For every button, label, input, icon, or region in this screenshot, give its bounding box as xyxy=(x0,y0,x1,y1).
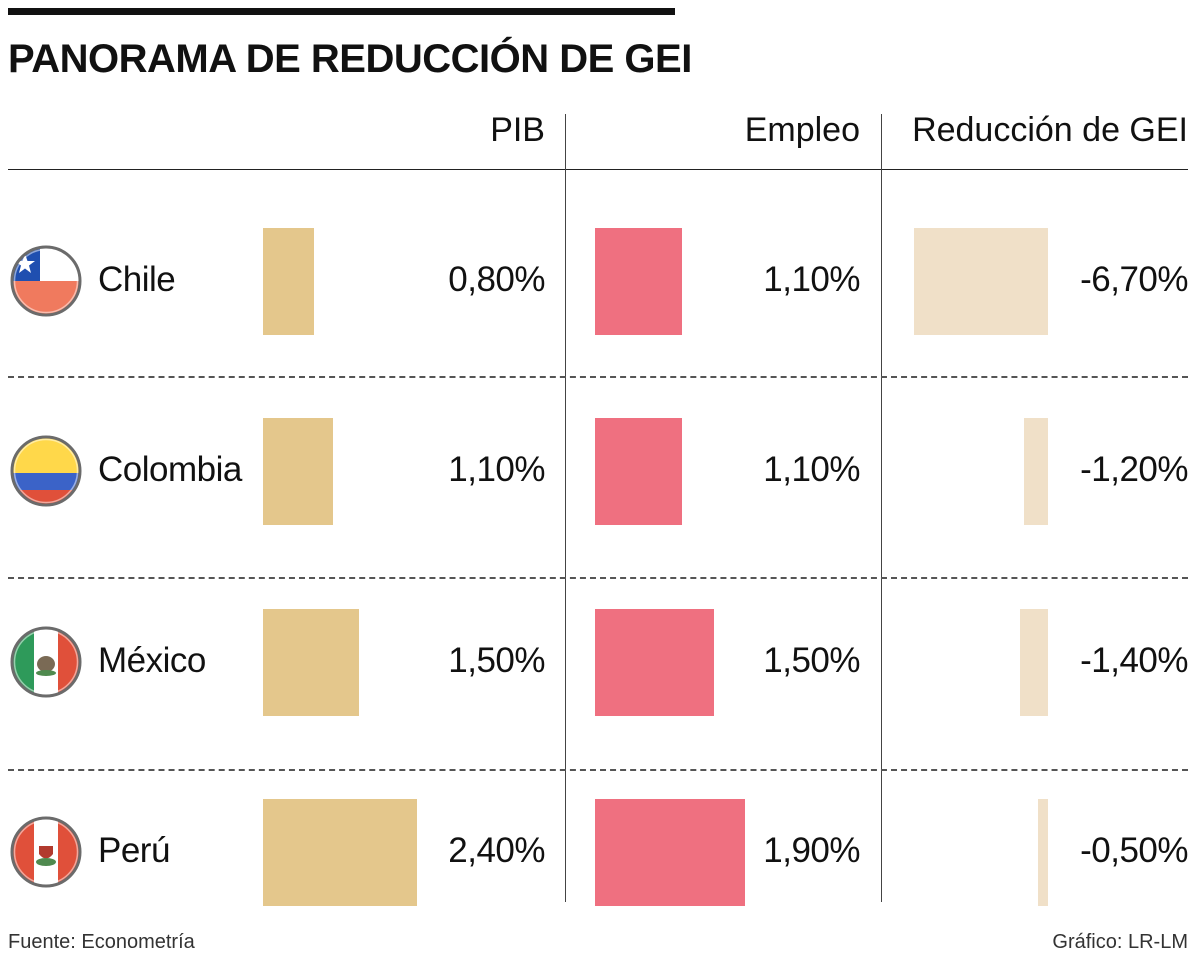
data-label-emp-colombia: 1,10% xyxy=(763,450,860,489)
data-label-pib-peru: 2,40% xyxy=(448,831,545,870)
column-header-empleo: Empleo xyxy=(744,111,860,149)
chart-row-chile: Chile 0,80% 1,10% -6,70% xyxy=(0,228,1200,335)
data-label-pib-chile: 0,80% xyxy=(448,260,545,299)
bar-emp-chile xyxy=(595,228,682,335)
bar-gei-colombia xyxy=(1024,418,1048,525)
category-label: Colombia xyxy=(98,450,242,489)
chart-row-colombia: Colombia 1,10% 1,10% -1,20% xyxy=(0,418,1200,525)
category-label: Chile xyxy=(98,260,176,299)
bar-pib-mexico xyxy=(263,609,359,716)
header-rule xyxy=(8,169,1188,170)
row-separator xyxy=(8,577,1188,579)
row-separator xyxy=(8,769,1188,771)
peru-flag-icon xyxy=(10,816,82,888)
column-header-gei: Reducción de GEI xyxy=(912,111,1188,149)
mexico-flag-icon xyxy=(10,626,82,698)
data-label-gei-peru: -0,50% xyxy=(1080,831,1188,870)
category-label: Perú xyxy=(98,831,170,870)
data-label-emp-chile: 1,10% xyxy=(763,260,860,299)
bar-pib-chile xyxy=(263,228,314,335)
column-header-pib: PIB xyxy=(490,111,545,149)
column-divider-2 xyxy=(881,114,882,902)
chile-flag-icon xyxy=(10,245,82,317)
bar-emp-mexico xyxy=(595,609,714,716)
colombia-flag-icon xyxy=(10,435,82,507)
category-label: México xyxy=(98,641,206,680)
data-label-gei-colombia: -1,20% xyxy=(1080,450,1188,489)
data-label-gei-mexico: -1,40% xyxy=(1080,641,1188,680)
bar-gei-peru xyxy=(1038,799,1048,906)
bar-gei-mexico xyxy=(1020,609,1048,716)
bar-emp-peru xyxy=(595,799,745,906)
source-note: Fuente: Econometría xyxy=(8,931,195,953)
credit-note: Gráfico: LR-LM xyxy=(1052,931,1188,953)
data-label-pib-mexico: 1,50% xyxy=(448,641,545,680)
top-rule xyxy=(8,8,675,15)
row-separator xyxy=(8,376,1188,378)
chart-row-mexico: México 1,50% 1,50% -1,40% xyxy=(0,609,1200,716)
bar-emp-colombia xyxy=(595,418,682,525)
data-label-pib-colombia: 1,10% xyxy=(448,450,545,489)
data-label-emp-peru: 1,90% xyxy=(763,831,860,870)
bar-pib-colombia xyxy=(263,418,333,525)
bar-pib-peru xyxy=(263,799,417,906)
bar-gei-chile xyxy=(914,228,1048,335)
data-label-emp-mexico: 1,50% xyxy=(763,641,860,680)
chart-row-peru: Perú 2,40% 1,90% -0,50% xyxy=(0,799,1200,906)
column-divider-1 xyxy=(565,114,566,902)
data-label-gei-chile: -6,70% xyxy=(1080,260,1188,299)
chart-title: PANORAMA DE REDUCCIÓN DE GEI xyxy=(8,37,692,81)
